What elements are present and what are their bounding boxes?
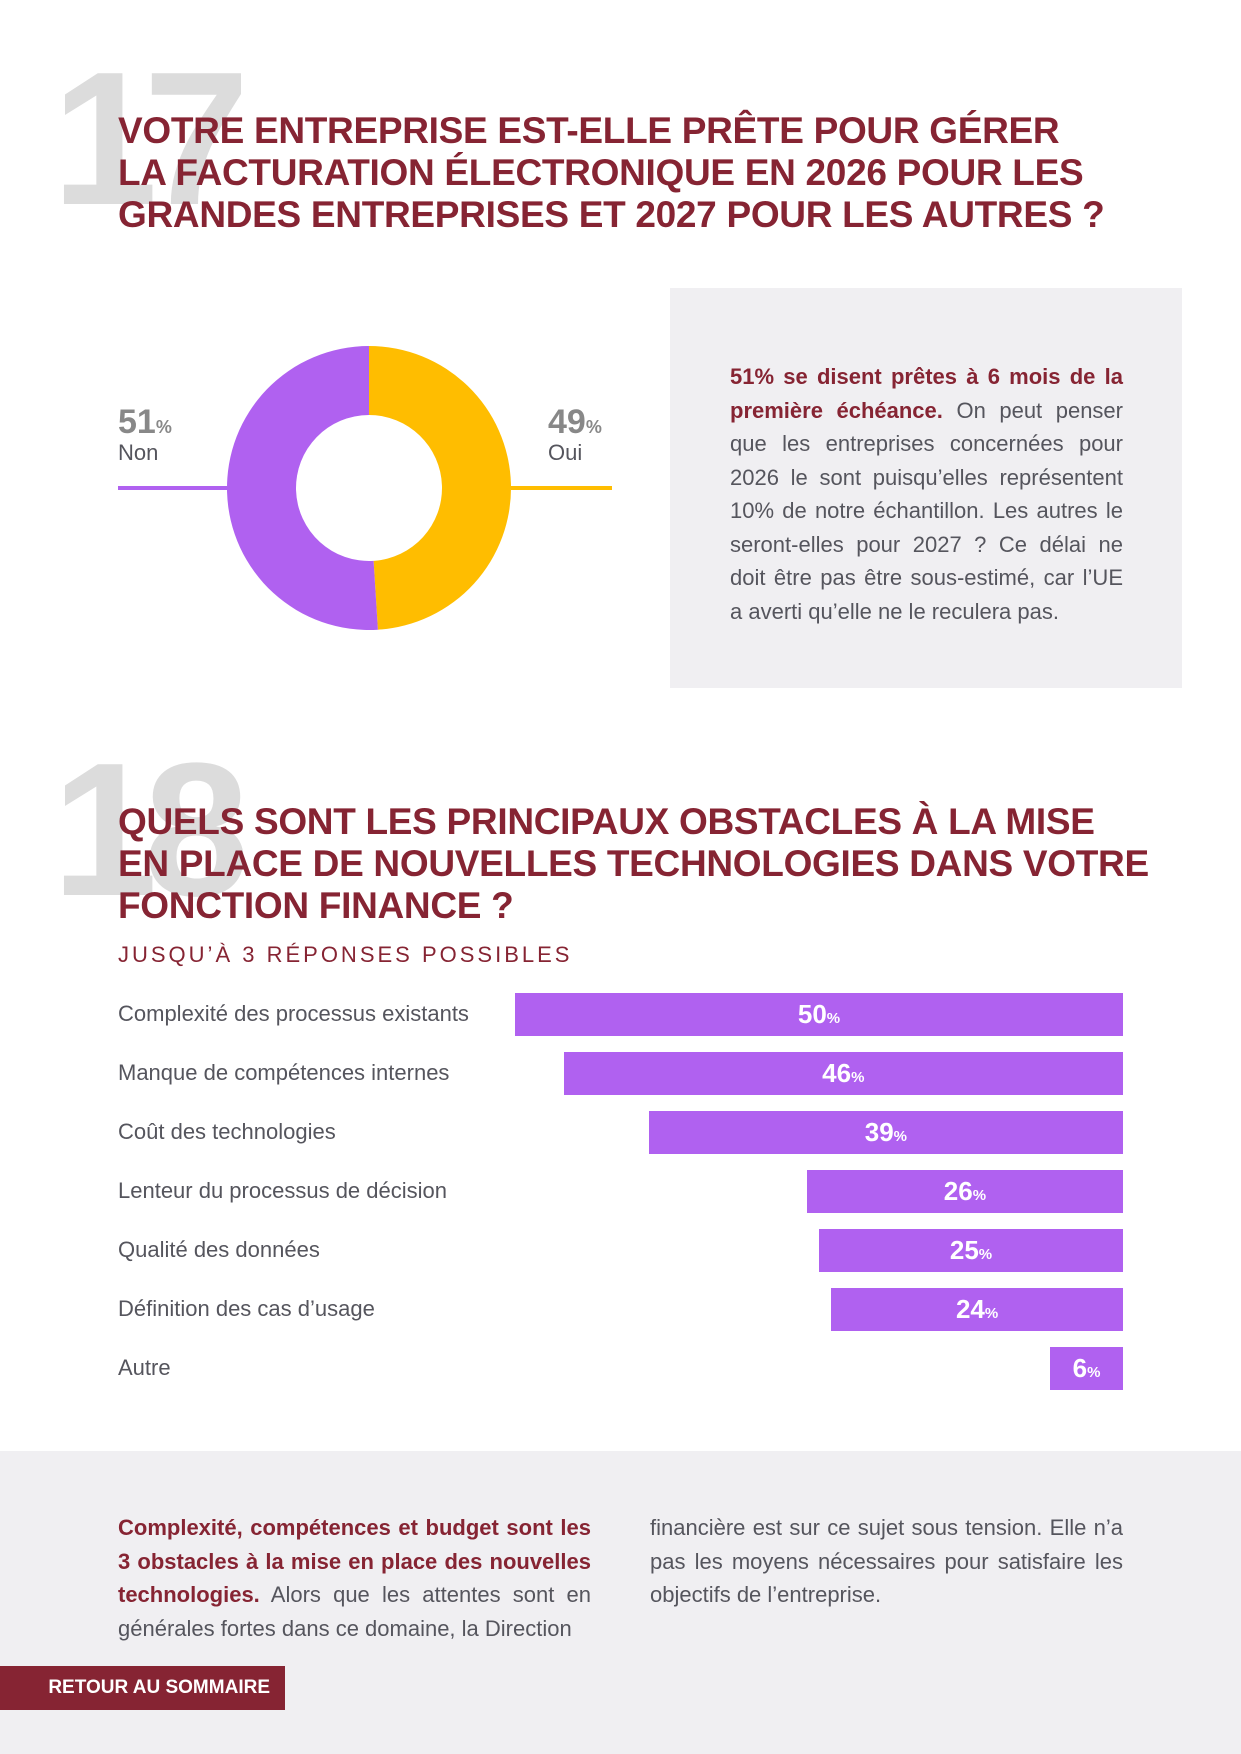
conclusion-column-1: Complexité, compétences et budget sont l…: [118, 1511, 591, 1645]
donut-label-non: 51% Non: [118, 403, 172, 466]
donut-value-oui: 49%: [548, 403, 602, 441]
donut-value-non: 51%: [118, 403, 172, 441]
percent-sign: %: [984, 1305, 999, 1322]
commentary-body: On peut penser que les entreprises conce…: [730, 397, 1123, 624]
percent-sign: %: [1087, 1364, 1101, 1381]
title-line: GRANDES ENTREPRISES ET 2027 POUR LES AUT…: [118, 194, 1105, 235]
bar-row: Manque de compétences internes 46%: [0, 1052, 1241, 1097]
bar: 6%: [1050, 1347, 1123, 1390]
title-line: QUELS SONT LES PRINCIPAUX OBSTACLES À LA…: [118, 801, 1095, 842]
question-number-17: 17: [52, 33, 249, 245]
bar-row: Coût des technologies 39%: [0, 1111, 1241, 1156]
title-line: EN PLACE DE NOUVELLES TECHNOLOGIES DANS …: [118, 843, 1149, 884]
percent-sign: %: [826, 1010, 841, 1027]
bar-value-label: 50: [797, 999, 827, 1029]
donut-chart: [118, 346, 612, 631]
bar-value-label: 46: [822, 1058, 852, 1088]
bar-row: Qualité des données 25%: [0, 1229, 1241, 1274]
bar: 50%: [515, 993, 1123, 1036]
question-17-title: VOTRE ENTREPRISE EST-ELLE PRÊTE POUR GÉR…: [118, 110, 1105, 236]
conclusion-highlight: Complexité, compétences et budget sont l…: [118, 1515, 591, 1607]
bar-value-label: 6: [1072, 1353, 1088, 1383]
conclusion-column-2: financière est sur ce sujet sous tension…: [650, 1515, 1123, 1607]
bar-value-label: 25: [949, 1235, 979, 1265]
bar-category-label: Lenteur du processus de décision: [118, 1178, 447, 1203]
bar: 25%: [819, 1229, 1123, 1272]
donut-category-oui: Oui: [548, 440, 583, 465]
bar-category-label: Définition des cas d’usage: [118, 1296, 375, 1321]
commentary-text: 51% se disent prêtes à 6 mois de la prem…: [730, 360, 1123, 628]
bar-category-label: Coût des technologies: [118, 1119, 336, 1144]
donut-slice-non: [226, 346, 378, 631]
bar-category-label: Manque de compétences internes: [118, 1060, 450, 1085]
bar-value-label: 39: [864, 1117, 894, 1147]
bar-row: Lenteur du processus de décision 26%: [0, 1170, 1241, 1215]
bar-value-label: 26: [943, 1176, 973, 1206]
title-line: LA FACTURATION ÉLECTRONIQUE EN 2026 POUR…: [118, 152, 1084, 193]
donut-slice-oui: [369, 346, 511, 630]
bar-category-label: Qualité des données: [118, 1237, 320, 1262]
bar: 26%: [806, 1170, 1123, 1213]
bar: 39%: [648, 1111, 1123, 1154]
donut-label-oui: 49% Oui: [548, 403, 602, 466]
commentary-highlight: 51% se disent prêtes à 6 mois de la prem…: [730, 364, 1123, 423]
bar-category-label: Autre: [118, 1355, 171, 1380]
bar-row: Autre 6%: [0, 1347, 1241, 1392]
bar: 46%: [563, 1052, 1123, 1095]
percent-sign: %: [851, 1069, 865, 1086]
bar: 24%: [831, 1288, 1123, 1331]
donut-category-non: Non: [118, 440, 159, 465]
question-number-18: 18: [52, 724, 249, 936]
back-to-summary-button[interactable]: RETOUR AU SOMMAIRE: [0, 1666, 285, 1710]
title-line: VOTRE ENTREPRISE EST-ELLE PRÊTE POUR GÉR…: [118, 110, 1060, 151]
commentary-box: 51% se disent prêtes à 6 mois de la prem…: [670, 288, 1182, 688]
percent-sign: %: [972, 1187, 987, 1204]
bar-row: Complexité des processus existants 50%: [0, 993, 1241, 1038]
percent-sign: %: [893, 1128, 907, 1145]
bar-value-label: 24: [955, 1294, 985, 1324]
percent-sign: %: [978, 1246, 993, 1263]
bar-category-label: Complexité des processus existants: [118, 1001, 469, 1026]
question-18-subtitle: JUSQU’À 3 RÉPONSES POSSIBLES: [118, 942, 573, 967]
question-18-title: QUELS SONT LES PRINCIPAUX OBSTACLES À LA…: [118, 801, 1149, 927]
title-line: FONCTION FINANCE ?: [118, 885, 514, 926]
conclusion-body-1: Alors que les attentes sont en générales…: [118, 1582, 591, 1641]
bar-row: Définition des cas d’usage 24%: [0, 1288, 1241, 1333]
